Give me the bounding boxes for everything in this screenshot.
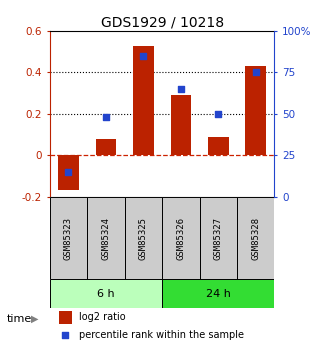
Point — [141, 53, 146, 59]
Point — [253, 70, 258, 75]
Bar — [208, 137, 229, 155]
Bar — [133, 46, 154, 155]
Bar — [170, 95, 191, 155]
Text: log2 ratio: log2 ratio — [79, 312, 126, 322]
Title: GDS1929 / 10218: GDS1929 / 10218 — [100, 16, 224, 30]
Text: GSM85325: GSM85325 — [139, 217, 148, 259]
Point — [103, 115, 108, 120]
Bar — [50, 279, 162, 308]
Text: time: time — [6, 314, 32, 324]
Text: GSM85324: GSM85324 — [101, 217, 110, 259]
Bar — [59, 311, 72, 324]
Bar — [50, 197, 87, 279]
Text: 6 h: 6 h — [97, 289, 115, 299]
Text: GSM85327: GSM85327 — [214, 217, 223, 259]
Point — [216, 111, 221, 117]
Text: ▶: ▶ — [30, 314, 38, 324]
Bar — [58, 155, 79, 190]
Point — [178, 86, 183, 92]
Text: percentile rank within the sample: percentile rank within the sample — [79, 330, 244, 340]
Bar — [125, 197, 162, 279]
Bar — [237, 197, 274, 279]
Point — [302, 261, 308, 266]
Bar — [200, 197, 237, 279]
Bar — [246, 66, 266, 155]
Point — [66, 169, 71, 175]
Text: GSM85328: GSM85328 — [251, 217, 260, 259]
Bar — [96, 139, 116, 155]
Text: GSM85326: GSM85326 — [176, 217, 185, 259]
Text: 24 h: 24 h — [206, 289, 231, 299]
Bar — [87, 197, 125, 279]
Bar — [162, 197, 200, 279]
Bar — [162, 279, 274, 308]
Text: GSM85323: GSM85323 — [64, 217, 73, 259]
